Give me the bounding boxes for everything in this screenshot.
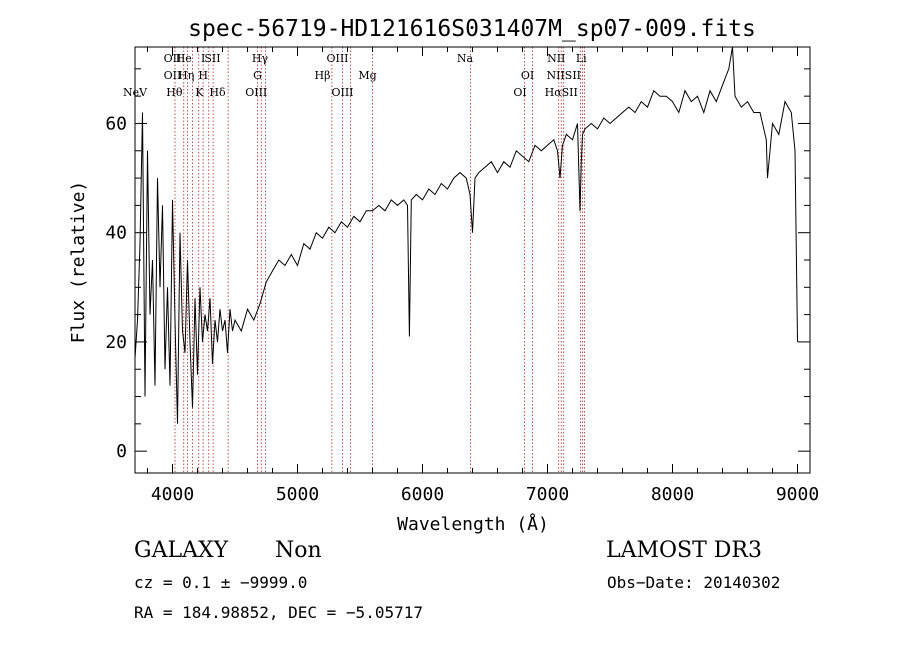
line-label: Hγ [252,52,269,65]
line-label: OI [521,69,534,82]
plot-frame [134,46,811,474]
line-label: OIII [245,86,267,99]
y-tick-label: 40 [105,223,127,244]
line-label: Na [457,52,474,65]
line-label: Mg [358,69,376,82]
y-tick-label: 20 [105,332,127,353]
spectrum-line [134,46,798,424]
x-tick-label: 6000 [401,484,444,505]
x-tick-label: 9000 [776,484,819,505]
y-axis-label: Flux (relative) [68,181,89,344]
line-label: G [253,69,262,82]
x-tick-label: 7000 [526,484,569,505]
x-axis-label: Wavelength (Å) [397,513,549,535]
line-label: SII [204,52,220,65]
line-label: He [176,52,192,65]
spectral-line-markers [174,47,585,473]
y-axis-ticks: 0 20 40 60 [105,68,810,462]
object-class: GALAXY [134,538,229,563]
line-label: K [195,86,204,99]
line-label: NII [547,52,565,65]
line-label: HαSII [545,86,578,99]
object-subclass: Non [275,538,322,563]
line-label: Hδ [209,86,226,99]
line-label: OIII [326,52,348,65]
redshift-cz: cz = 0.1 ± −9999.0 [134,573,308,592]
survey-name: LAMOST DR3 [606,538,762,563]
line-label: H [198,69,208,82]
line-label: Hη [178,69,194,82]
x-tick-label: 4000 [151,484,194,505]
observation-date: Obs−Date: 20140302 [607,573,781,592]
coordinates: RA = 184.98852, DEC = −5.05717 [134,603,423,622]
line-label: OIII [331,86,353,99]
x-tick-label: 8000 [651,484,694,505]
line-label: OII [164,52,182,65]
line-label: I [201,52,205,65]
line-label: OII [164,69,182,82]
line-label: Li [576,52,587,65]
line-label: Hβ [315,69,331,82]
y-tick-label: 60 [105,113,127,134]
x-axis-ticks: 4000 5000 6000 7000 8000 9000 [147,47,819,505]
line-label: OI [513,86,526,99]
spectrum-trace [134,46,798,424]
line-label: NIISII [546,69,581,82]
chart-title: spec-56719-HD121616S031407M_sp07-009.fit… [188,16,756,42]
line-label: Hθ [166,86,183,99]
line-label: NeV [123,86,148,99]
y-tick-label: 0 [116,441,127,462]
x-tick-label: 5000 [276,484,319,505]
